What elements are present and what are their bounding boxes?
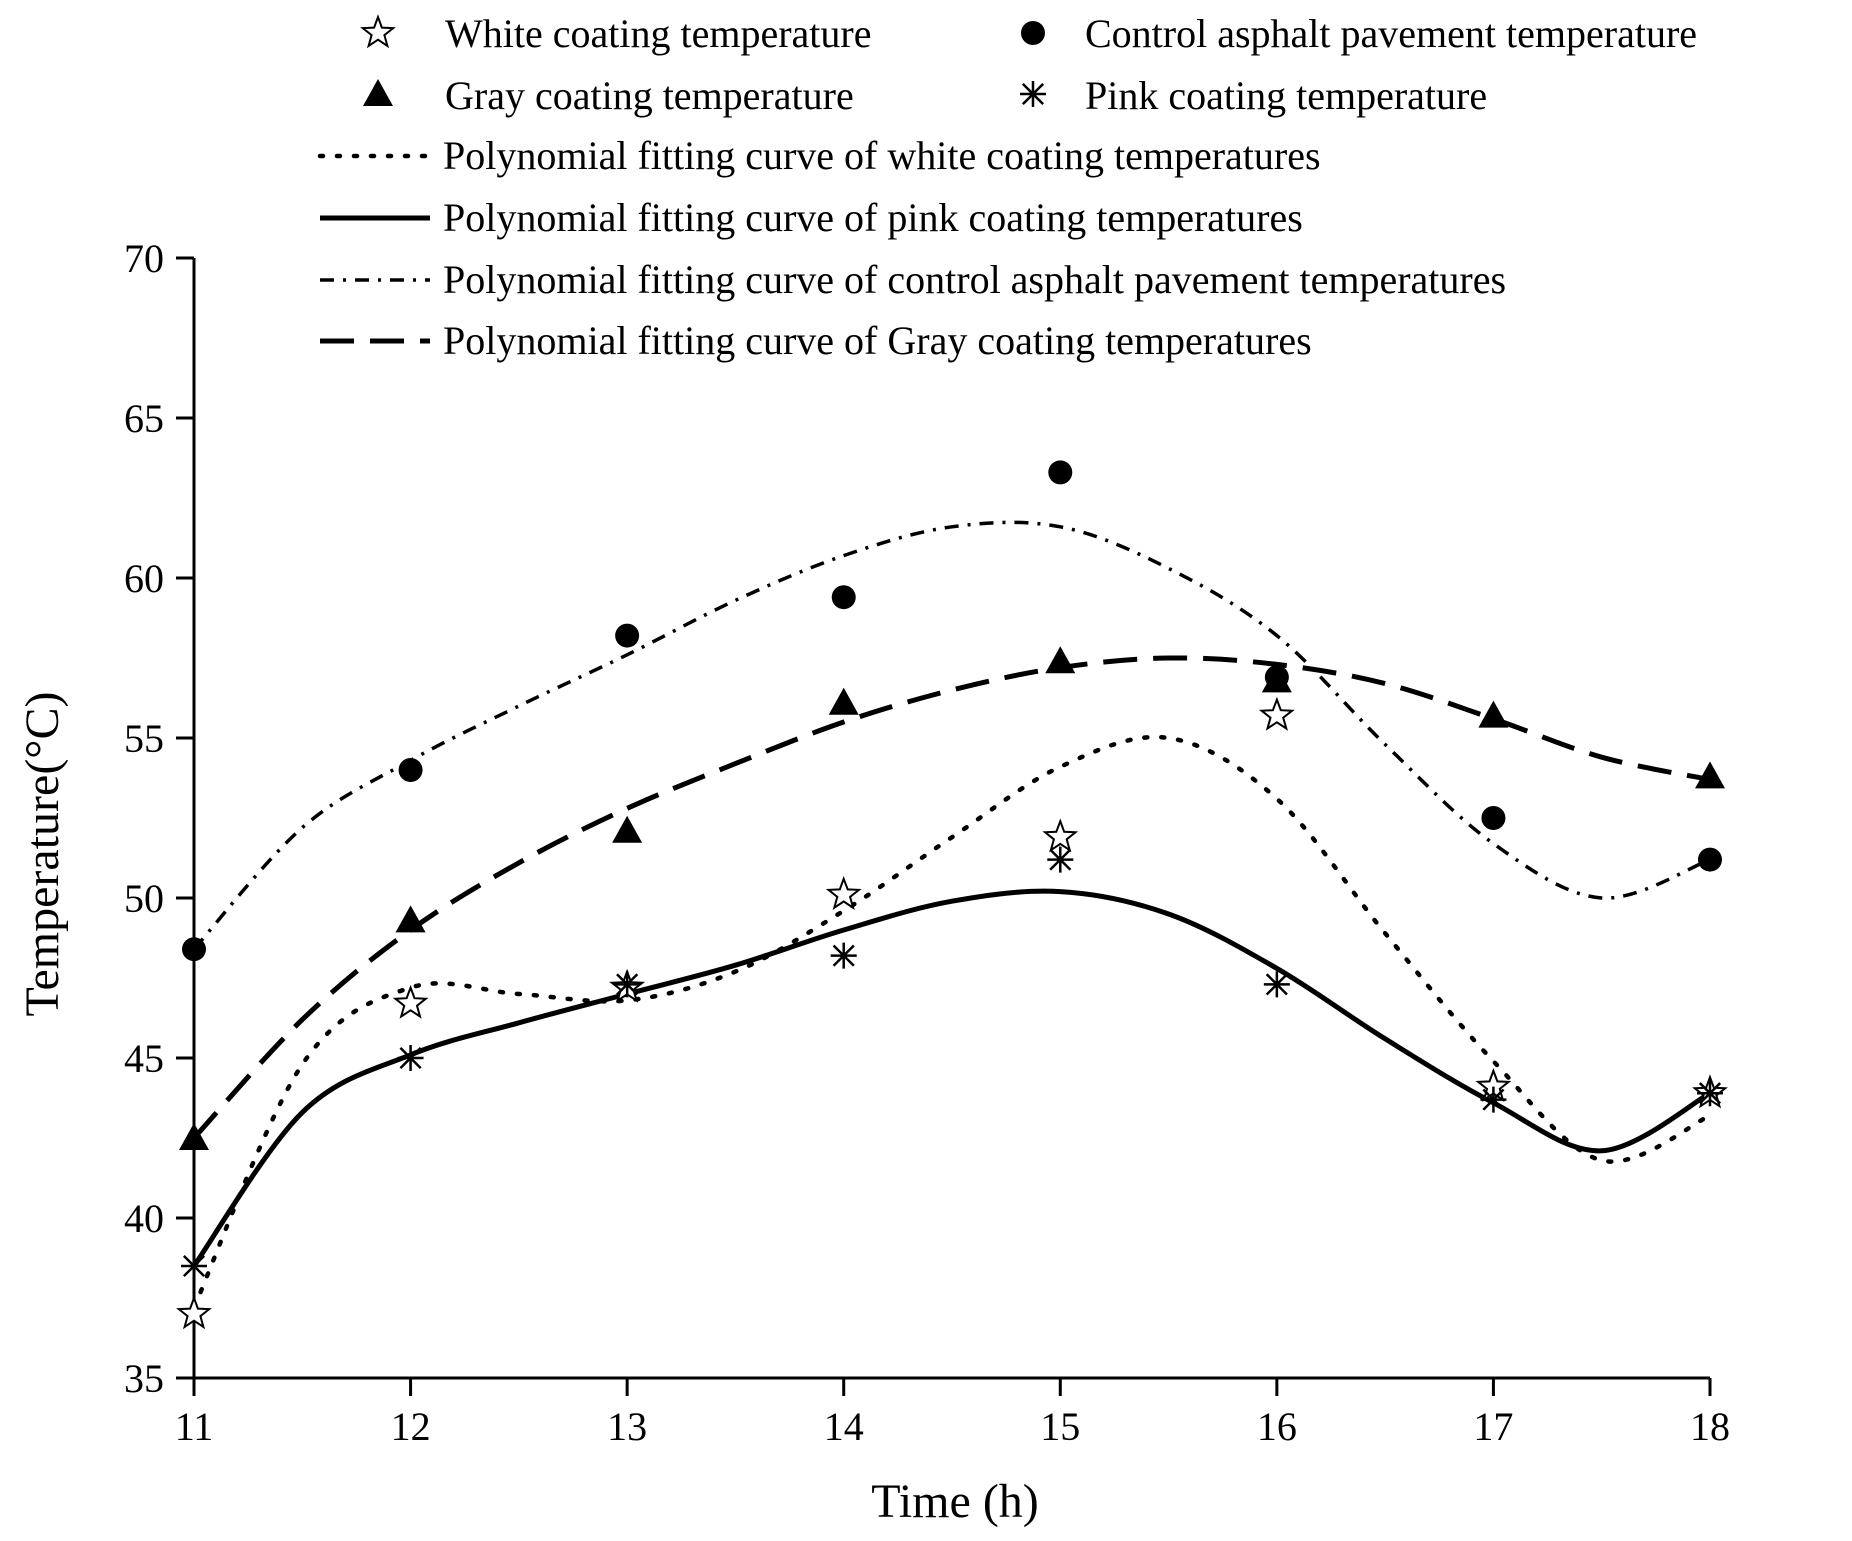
legend-entry: Gray coating temperature: [445, 73, 854, 118]
x-tick-label: 11: [175, 1404, 214, 1449]
data-point-asterisk: [397, 1045, 424, 1071]
legend-entry: Polynomial fitting curve of Gray coating…: [443, 318, 1312, 363]
x-axis-title: Time (h): [871, 1475, 1039, 1528]
y-tick-label: 50: [124, 876, 164, 921]
y-tick-label: 65: [124, 396, 164, 441]
data-point-open-star: [392, 984, 429, 1019]
data-points: [176, 460, 1728, 1330]
data-point-asterisk: [614, 971, 641, 998]
data-point-asterisk: [1263, 971, 1290, 998]
y-tick-label: 55: [124, 716, 164, 761]
y-axis-title: Temperature(°C): [16, 691, 69, 1016]
data-point-filled-triangle: [1478, 700, 1509, 728]
x-tick-label: 16: [1257, 1404, 1297, 1449]
legend-marker-filled-triangle: [363, 79, 393, 106]
legend-entry: White coating temperature: [445, 11, 871, 56]
data-point-asterisk: [1047, 846, 1074, 873]
legend-entry: Pink coating temperature: [1085, 73, 1487, 118]
data-point-filled-triangle: [612, 815, 643, 843]
fit-curves: [191, 520, 1713, 1310]
x-tick-label: 14: [824, 1404, 864, 1449]
data-point-open-star: [825, 875, 862, 911]
x-tick-label: 15: [1040, 1404, 1080, 1449]
axes: 11 12 13 14 15 16 17 18 35 40 45 50 55 60 65 70: [124, 236, 1730, 1449]
data-point-filled-circle: [831, 585, 856, 610]
y-tick-label: 35: [124, 1356, 164, 1401]
data-point-open-star: [176, 1295, 212, 1330]
data-point-filled-circle: [1048, 460, 1073, 485]
fit-curve-dotted: [191, 734, 1713, 1310]
x-tick-label: 17: [1473, 1404, 1513, 1449]
data-point-asterisk: [830, 942, 857, 969]
data-point-filled-triangle: [395, 905, 426, 933]
fit-curve-solid: [191, 888, 1712, 1268]
y-tick-label: 45: [124, 1036, 164, 1081]
fit-curve-dashed: [192, 655, 1711, 1140]
data-point-filled-circle: [398, 758, 423, 782]
fit-curve-dash-dot: [192, 520, 1711, 951]
data-point-filled-triangle: [179, 1123, 209, 1150]
legend-entry: Polynomial fitting curve of control asph…: [443, 257, 1506, 302]
data-point-filled-circle: [615, 623, 640, 648]
data-point-open-star: [1258, 696, 1295, 731]
y-tick-label: 60: [124, 556, 164, 601]
data-point-filled-triangle: [1045, 646, 1076, 674]
legend: White coating temperature Control asphalt…: [317, 11, 1697, 363]
y-tick-label: 40: [124, 1196, 164, 1241]
data-point-filled-triangle: [1695, 761, 1725, 789]
y-tick-label: 70: [124, 236, 164, 281]
data-point-filled-circle: [1698, 847, 1722, 872]
data-point-filled-triangle: [1261, 665, 1292, 693]
data-point-open-star: [1042, 818, 1079, 853]
x-tick-label: 12: [391, 1404, 431, 1449]
data-point-asterisk: [1697, 1080, 1723, 1107]
data-point-filled-circle: [1481, 806, 1506, 830]
legend-entry: Control asphalt pavement temperature: [1085, 11, 1697, 56]
legend-entry: Polynomial fitting curve of white coatin…: [443, 133, 1321, 178]
x-tick-label: 13: [607, 1404, 647, 1449]
legend-marker-open-star: [360, 14, 396, 49]
legend-entry: Polynomial fitting curve of pink coating…: [443, 195, 1303, 240]
legend-marker-filled-circle: [1021, 21, 1045, 45]
x-tick-label: 18: [1690, 1404, 1730, 1449]
legend-marker-asterisk: [1020, 81, 1046, 107]
data-point-filled-triangle: [828, 687, 859, 715]
data-point-asterisk: [1480, 1086, 1507, 1113]
data-point-filled-circle: [182, 937, 206, 962]
data-point-asterisk: [181, 1253, 207, 1279]
